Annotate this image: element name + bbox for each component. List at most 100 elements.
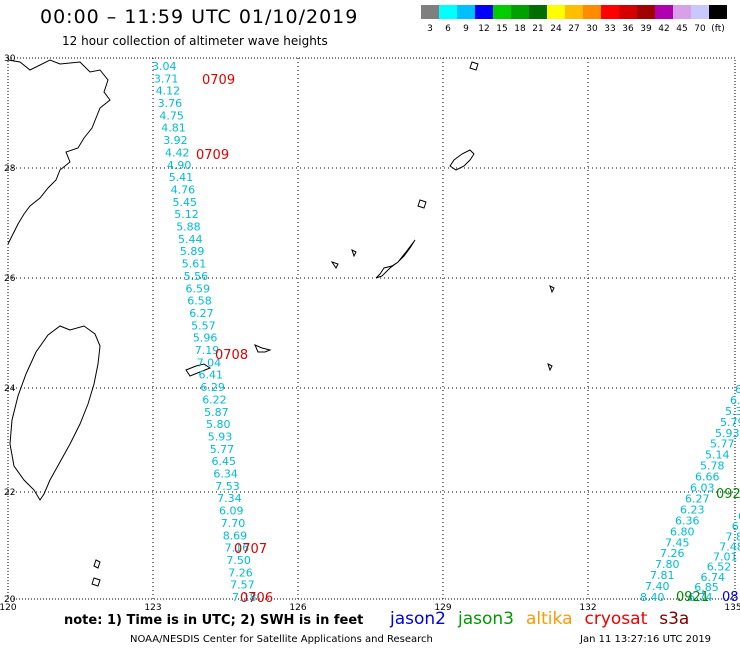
map-frame (7, 57, 736, 600)
wave-height-value: 5.41 (169, 171, 194, 184)
wave-height-value: 6.74 (688, 591, 713, 604)
color-swatch (547, 5, 565, 19)
satellite-name: cryosat (584, 609, 648, 629)
longitude-label: 120 (0, 603, 17, 613)
color-scale-label: 39 (640, 24, 652, 34)
color-scale-label: 45 (676, 24, 688, 34)
color-swatch (493, 5, 511, 19)
wave-height-value: 7.18 (232, 591, 257, 604)
wave-height-value: 7.34 (217, 492, 242, 505)
small-island-1 (417, 199, 427, 209)
pass-time-label: 08 (722, 590, 739, 605)
wave-height-value: 7.53 (215, 480, 240, 493)
wave-height-value: 6.07 (735, 383, 740, 396)
wave-height-value: 5.93 (715, 427, 740, 440)
wave-height-value: 6.45 (212, 455, 237, 468)
color-scale-label: 24 (550, 24, 562, 34)
wave-height-value: 5.44 (178, 233, 203, 246)
color-swatch (619, 5, 637, 19)
wave-height-value: 4.76 (171, 184, 196, 197)
wave-height-value: 5.78 (700, 460, 725, 473)
wave-height-value: 7.19 (195, 344, 220, 357)
small-island-4 (549, 285, 555, 294)
wave-height-value: 7.26 (228, 566, 253, 579)
small-island-8 (351, 249, 357, 258)
wave-height-value: 5.12 (174, 208, 199, 221)
color-swatch (709, 5, 727, 19)
satellite-name: jason3 (458, 609, 514, 629)
pass-time-label: 0708 (215, 348, 248, 363)
wave-height-value: 6.59 (186, 282, 211, 295)
wave-height-value: 7.80 (655, 558, 680, 571)
china-coastline (7, 59, 111, 245)
footer-note: note: 1) Time is in UTC; 2) SWH is in fe… (64, 613, 364, 628)
wave-height-value: 7.70 (221, 517, 246, 530)
wave-height-value: 6.36 (675, 514, 700, 527)
color-scale-label: (ft) (711, 24, 725, 34)
wave-height-value: 3.04 (152, 60, 177, 73)
color-scale-label: 27 (568, 24, 580, 34)
color-scale-label: 70 (694, 24, 706, 34)
wave-height-value: 6.09 (219, 505, 244, 518)
wave-height-value: 6.74 (701, 571, 726, 584)
coastlines (7, 59, 555, 587)
small-island-3 (91, 577, 101, 587)
color-scale-label: 21 (532, 24, 544, 34)
small-island-7 (330, 261, 339, 269)
small-island-6 (469, 61, 479, 71)
latitude-label: 26 (4, 274, 16, 284)
color-swatch (637, 5, 655, 19)
wave-height-value: 4.81 (161, 122, 186, 135)
wave-height-value: 5.39 (725, 405, 740, 418)
satellite-name: s3a (659, 609, 690, 629)
wave-height-value: 6.34 (213, 468, 238, 481)
wave-height-value: 6.52 (707, 561, 732, 574)
wave-height-value: 3.76 (158, 97, 183, 110)
wave-height-value: 5.87 (204, 406, 229, 419)
wave-height-value: 8.40 (640, 591, 665, 604)
wave-height-value: 5.96 (193, 332, 218, 345)
wave-height-value: 6.81 (730, 394, 740, 407)
wave-height-value: 6.9 (732, 520, 740, 533)
wave-height-value: 7.85 (726, 530, 740, 543)
wave-height-value: 7.16 (225, 542, 250, 555)
color-scale-label: 30 (586, 24, 598, 34)
wave-height-value: 5.77 (210, 443, 235, 456)
color-swatch (583, 5, 601, 19)
color-scale-label: 12 (478, 24, 490, 34)
latitude-label: 20 (4, 595, 16, 605)
wave-height-value: 7.26 (660, 547, 685, 560)
map-subtitle: 12 hour collection of altimeter wave hei… (62, 34, 328, 48)
wave-height-value: 4.12 (156, 85, 181, 98)
taiwan-coastline (9, 325, 101, 501)
pass-time-label: 0709 (202, 73, 235, 88)
wave-height-value: 6.5 (738, 510, 740, 523)
okinawa-island (375, 239, 416, 279)
color-scale-label: 33 (604, 24, 616, 34)
color-swatch (511, 5, 529, 19)
wave-height-value: 7.48 (719, 540, 740, 553)
wave-height-value: 7.81 (650, 569, 675, 582)
wave-height-value: 5.14 (705, 449, 730, 462)
wave-height-value: 4.42 (165, 146, 190, 159)
wave-height-value: 5.61 (182, 258, 207, 271)
wave-height-value: 7.50 (226, 554, 251, 567)
wave-height-value: 7.40 (645, 580, 670, 593)
wave-height-value: 4.75 (159, 109, 184, 122)
altimeter-tracks: 3.043.714.123.764.754.813.924.424.905.41… (152, 60, 740, 604)
credit-text: NOAA/NESDIS Center for Satellite Applica… (130, 634, 433, 645)
color-swatch (601, 5, 619, 19)
latitude-label: 22 (4, 488, 15, 498)
wave-height-value: 6.27 (189, 307, 214, 320)
wave-height-value: 6.03 (690, 482, 715, 495)
color-scale-label: 3 (427, 24, 433, 34)
wave-height-value: 7.45 (665, 536, 690, 549)
satellite-name: jason2 (390, 609, 446, 629)
color-swatch (457, 5, 475, 19)
wave-height-value: 5.89 (180, 245, 205, 258)
small-island-2 (93, 559, 101, 569)
color-scale-label: 15 (496, 24, 508, 34)
latitude-label: 28 (4, 164, 16, 174)
